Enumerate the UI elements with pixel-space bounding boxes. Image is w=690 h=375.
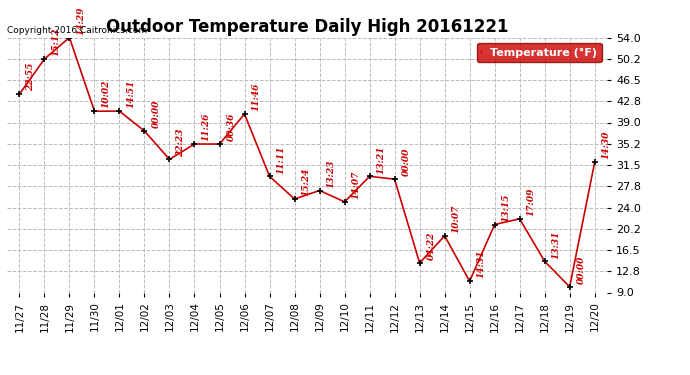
Text: 11:46: 11:46 [251, 83, 260, 111]
Text: 14:29: 14:29 [77, 6, 86, 35]
Text: 13:21: 13:21 [377, 145, 386, 174]
Text: 04:22: 04:22 [426, 232, 435, 260]
Text: 14:07: 14:07 [351, 171, 360, 199]
Text: 00:00: 00:00 [402, 148, 411, 176]
Text: 13:23: 13:23 [326, 159, 335, 188]
Text: 14:51: 14:51 [126, 80, 135, 108]
Text: 10:02: 10:02 [101, 80, 110, 108]
Text: 14:30: 14:30 [602, 131, 611, 159]
Text: 11:11: 11:11 [277, 145, 286, 174]
Text: 14:31: 14:31 [477, 250, 486, 278]
Text: 00:00: 00:00 [577, 256, 586, 284]
Text: 13:31: 13:31 [551, 230, 560, 258]
Text: 22:55: 22:55 [26, 63, 35, 92]
Text: 15:12: 15:12 [51, 28, 60, 56]
Text: 11:26: 11:26 [201, 113, 210, 141]
Legend: Temperature (°F): Temperature (°F) [477, 43, 602, 62]
Text: 22:23: 22:23 [177, 128, 186, 156]
Text: 00:36: 00:36 [226, 113, 235, 141]
Text: 15:24: 15:24 [302, 168, 310, 196]
Text: 00:00: 00:00 [151, 100, 160, 128]
Title: Outdoor Temperature Daily High 20161221: Outdoor Temperature Daily High 20161221 [106, 18, 509, 36]
Text: 10:07: 10:07 [451, 205, 460, 233]
Text: 13:15: 13:15 [502, 194, 511, 222]
Text: Copyright 2016 Caitronics.com: Copyright 2016 Caitronics.com [7, 26, 147, 35]
Text: 17:09: 17:09 [526, 188, 535, 216]
